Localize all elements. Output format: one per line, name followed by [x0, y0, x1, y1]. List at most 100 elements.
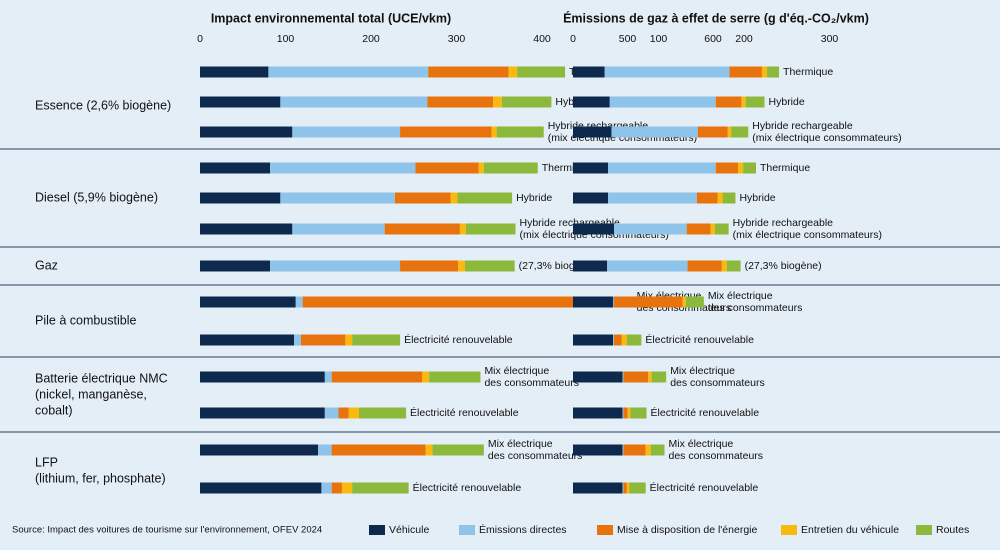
panel1-bar-row8-0	[200, 296, 296, 308]
panel2-row-label-3: Hybride rechargeable	[752, 120, 853, 132]
panel1-bar-row4-3	[478, 162, 484, 174]
group-label-5-line2: (nickel, manganèse,	[35, 387, 147, 401]
panel1-bar-row12-0	[200, 444, 318, 456]
group-label-6-line2: (lithium, fer, phosphate)	[35, 471, 166, 485]
panel1-bar-row7-2	[400, 260, 459, 272]
panel1-row-label-5: Hybride	[516, 192, 552, 204]
panel1-bar-row10-1	[324, 371, 332, 383]
panel2-bar-row12-1	[622, 444, 624, 456]
panel1-bar-row7-0	[200, 260, 271, 272]
panel1-bar-row8-1	[295, 296, 303, 308]
panel1-bar-row2-0	[200, 96, 281, 108]
panel1-row-label-12: Mix électrique	[488, 438, 553, 450]
panel1-bar-row1-4	[517, 66, 566, 78]
panel1-bar-row2-1	[280, 96, 428, 108]
panel2-tick-label-300: 300	[821, 33, 839, 45]
panel1-bar-row5-0	[200, 192, 281, 204]
panel2-bar-row4-2	[715, 162, 739, 174]
legend-swatch-4	[781, 525, 797, 535]
panel2-bar-row2-3	[741, 96, 746, 108]
group-label-2: Diesel (5,9% biogène)	[35, 190, 158, 204]
legend-swatch-3	[597, 525, 613, 535]
panel2-row-label-8: Mix électrique	[708, 290, 773, 302]
panel1-bar-row7-4	[465, 260, 515, 272]
panel2-row-label-6-line2: (mix électrique consommateurs)	[733, 229, 882, 241]
panel2-bar-row8-0	[573, 296, 614, 308]
panel1-bar-row3-1	[292, 126, 401, 138]
panel1-bar-row5-1	[280, 192, 395, 204]
panel2-bar-row10-0	[573, 371, 623, 383]
panel1-title: Impact environnemental total (UCE/vkm)	[211, 11, 451, 25]
panel2-row-label-4: Thermique	[760, 162, 810, 174]
panel2-bar-row1-1	[604, 66, 730, 78]
panel2-row-label-10-line2: des consommateurs	[670, 377, 765, 389]
panel2-bar-row7-1	[607, 260, 688, 272]
panel1-bar-row2-4	[501, 96, 552, 108]
panel2-bar-row1-2	[729, 66, 762, 78]
group-label-3: Gaz	[35, 258, 58, 272]
panel2-bar-row5-2	[696, 192, 718, 204]
panel2-bar-row13-4	[629, 482, 646, 494]
panel1-bar-row3-4	[496, 126, 544, 138]
panel2-bar-row2-2	[715, 96, 742, 108]
panel1-bar-row11-2	[338, 407, 349, 419]
panel2-row-label-1: Thermique	[783, 66, 833, 78]
legend-label-2: Émissions directes	[479, 523, 567, 536]
panel2-bar-row13-0	[573, 482, 623, 494]
panel1-bar-row13-4	[352, 482, 409, 494]
panel2-bar-row5-0	[573, 192, 609, 204]
panel1-bar-row4-0	[200, 162, 271, 174]
panel1-bar-row2-3	[493, 96, 502, 108]
group-label-5-line3: cobalt)	[35, 403, 73, 417]
panel1-bar-row9-3	[345, 334, 353, 346]
panel2-bar-row3-4	[731, 126, 749, 138]
panel1-bar-row8-2	[302, 296, 575, 308]
panel2-bar-row10-2	[623, 371, 649, 383]
panel2-row-label-7: (27,3% biogène)	[745, 260, 822, 272]
panel2-tick-label-200: 200	[735, 33, 753, 45]
panel2-bar-row11-0	[573, 407, 623, 419]
panel2-bar-row13-2	[623, 482, 627, 494]
panel1-row-label-12-line2: des consommateurs	[488, 450, 583, 462]
panel1-tick-label-400: 400	[533, 33, 551, 45]
source-note: Source: Impact des voitures de tourisme …	[12, 525, 322, 536]
group-label-4: Pile à combustible	[35, 313, 136, 327]
panel1-bar-row4-2	[415, 162, 479, 174]
panel2-bar-row7-3	[721, 260, 727, 272]
panel2-bar-row11-1	[622, 407, 624, 419]
panel1-bar-row3-2	[400, 126, 492, 138]
panel2-bar-row7-2	[687, 260, 722, 272]
panel1-bar-row12-3	[425, 444, 433, 456]
panel1-row-label-10: Mix électrique	[484, 365, 549, 377]
legend-label-4: Entretien du véhicule	[801, 524, 899, 536]
panel2-row-label-12: Mix électrique	[668, 438, 733, 450]
legend-label-3: Mise à disposition de l'énergie	[617, 524, 757, 536]
panel2-bar-row8-2	[614, 296, 683, 308]
panel1-bar-row6-1	[292, 223, 385, 235]
panel2-row-label-6: Hybride rechargeable	[733, 217, 834, 229]
panel1-bar-row1-3	[508, 66, 518, 78]
panel2-bar-row1-4	[767, 66, 780, 78]
panel2-bar-row8-4	[685, 296, 704, 308]
panel2-bar-row9-2	[614, 334, 622, 346]
panel2-row-label-2: Hybride	[769, 96, 805, 108]
panel1-bar-row9-4	[352, 334, 401, 346]
panel2-title: Émissions de gaz à effet de serre (g d'é…	[563, 10, 869, 25]
panel1-bar-row1-2	[428, 66, 509, 78]
panel2-bar-row3-0	[573, 126, 612, 138]
panel1-bar-row11-0	[200, 407, 325, 419]
panel1-bar-row11-4	[359, 407, 407, 419]
panel1-bar-row10-2	[331, 371, 423, 383]
panel2-bar-row2-4	[745, 96, 765, 108]
panel2-bar-row4-1	[608, 162, 716, 174]
panel1-bar-row1-0	[200, 66, 269, 78]
panel2-bar-row8-1	[613, 296, 615, 308]
panel1-bar-row10-3	[422, 371, 430, 383]
panel1-bar-row5-2	[394, 192, 451, 204]
panel1-bar-row6-3	[459, 223, 466, 235]
panel1-bar-row2-2	[427, 96, 494, 108]
panel2-row-label-3-line2: (mix électrique consommateurs)	[752, 132, 901, 144]
panel1-bar-row5-3	[450, 192, 458, 204]
panel2-bar-row11-2	[623, 407, 628, 419]
